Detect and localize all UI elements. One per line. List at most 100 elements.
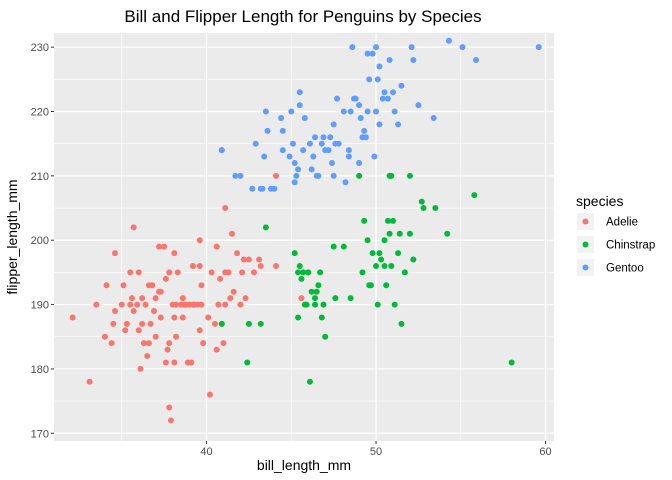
- legend-swatch-adelie: [582, 218, 589, 225]
- y-axis-ticks: 170 180 190 200 210 220 230: [31, 42, 54, 440]
- data-point-chinstrap: [361, 217, 368, 224]
- data-point-adelie: [86, 378, 93, 385]
- data-point-chinstrap: [356, 172, 363, 179]
- y-tick-label: 230: [31, 42, 49, 54]
- legend: species Adelie Chinstrap Gentoo: [576, 193, 655, 276]
- data-point-chinstrap: [300, 269, 307, 276]
- data-point-gentoo: [364, 50, 371, 57]
- data-point-chinstrap: [218, 320, 225, 327]
- data-point-gentoo: [373, 44, 380, 51]
- data-point-adelie: [212, 320, 219, 327]
- data-point-adelie: [222, 301, 229, 308]
- data-point-gentoo: [310, 153, 317, 160]
- data-point-adelie: [251, 269, 257, 276]
- data-point-chinstrap: [317, 269, 324, 276]
- data-point-adelie: [151, 308, 157, 315]
- data-point-gentoo: [312, 134, 319, 141]
- data-point-adelie: [156, 243, 163, 250]
- data-point-chinstrap: [398, 320, 405, 327]
- data-point-adelie: [112, 308, 119, 315]
- data-point-gentoo: [293, 172, 300, 179]
- data-point-chinstrap: [257, 320, 264, 327]
- data-point-chinstrap: [244, 359, 251, 366]
- data-point-gentoo: [379, 95, 386, 102]
- data-point-adelie: [196, 237, 203, 244]
- data-point-adelie: [257, 262, 264, 269]
- data-point-adelie: [228, 230, 235, 237]
- y-tick-label: 210: [31, 171, 49, 183]
- data-point-gentoo: [301, 114, 308, 121]
- data-point-chinstrap: [406, 230, 413, 237]
- data-point-chinstrap: [369, 250, 376, 257]
- data-point-adelie: [93, 301, 100, 308]
- data-point-chinstrap: [312, 301, 319, 308]
- data-point-gentoo: [357, 114, 364, 121]
- data-point-chinstrap: [444, 230, 451, 237]
- data-point-adelie: [152, 333, 159, 340]
- data-point-gentoo: [320, 134, 327, 141]
- data-point-adelie: [189, 262, 196, 269]
- data-point-adelie: [130, 224, 137, 231]
- data-point-gentoo: [371, 153, 378, 160]
- data-point-adelie: [179, 295, 186, 302]
- data-point-gentoo: [295, 166, 302, 173]
- data-point-adelie: [227, 295, 234, 302]
- data-point-chinstrap: [318, 314, 325, 321]
- data-point-adelie: [217, 275, 224, 282]
- data-point-chinstrap: [330, 243, 337, 250]
- data-point-adelie: [145, 340, 152, 347]
- data-point-gentoo: [366, 76, 373, 83]
- data-point-chinstrap: [373, 262, 380, 269]
- data-point-chinstrap: [347, 295, 354, 302]
- data-point-gentoo: [327, 134, 334, 141]
- data-point-adelie: [108, 340, 115, 347]
- data-point-adelie: [140, 340, 147, 347]
- data-point-adelie: [298, 295, 305, 302]
- data-point-gentoo: [398, 82, 405, 89]
- data-point-adelie: [222, 205, 229, 212]
- data-point-adelie: [188, 359, 195, 366]
- data-point-adelie: [198, 282, 205, 289]
- data-point-gentoo: [288, 108, 295, 115]
- data-point-chinstrap: [378, 256, 385, 263]
- data-point-adelie: [213, 243, 220, 250]
- data-point-adelie: [110, 320, 117, 327]
- data-point-chinstrap: [383, 282, 390, 289]
- data-point-adelie: [161, 243, 168, 250]
- data-point-chinstrap: [376, 250, 383, 257]
- data-point-adelie: [166, 340, 173, 347]
- data-point-adelie: [273, 262, 280, 269]
- data-point-gentoo: [296, 102, 303, 109]
- y-tick-label: 180: [31, 364, 49, 376]
- data-point-gentoo: [430, 114, 437, 121]
- data-point-chinstrap: [332, 295, 339, 302]
- major-grid: [54, 33, 554, 441]
- data-point-adelie: [220, 340, 227, 347]
- data-point-adelie: [103, 282, 110, 289]
- x-axis-title: bill_length_mm: [257, 457, 351, 473]
- data-point-adelie: [196, 262, 203, 269]
- data-point-gentoo: [335, 140, 342, 147]
- data-point-gentoo: [237, 172, 244, 179]
- data-point-adelie: [173, 333, 180, 340]
- data-point-adelie: [112, 250, 119, 257]
- data-point-chinstrap: [313, 288, 320, 295]
- data-point-gentoo: [389, 89, 396, 96]
- data-point-chinstrap: [305, 269, 312, 276]
- data-point-gentoo: [300, 147, 307, 154]
- x-tick-label: 40: [200, 446, 212, 458]
- data-point-adelie: [142, 301, 149, 308]
- data-point-chinstrap: [386, 172, 393, 179]
- data-point-adelie: [245, 256, 252, 263]
- data-point-adelie: [273, 172, 280, 179]
- data-point-chinstrap: [291, 250, 298, 257]
- legend-title: species: [576, 193, 623, 209]
- data-point-gentoo: [286, 153, 293, 160]
- data-point-adelie: [208, 269, 215, 276]
- data-point-gentoo: [373, 108, 380, 115]
- data-point-adelie: [213, 346, 220, 353]
- data-point-gentoo: [340, 108, 347, 115]
- data-point-chinstrap: [432, 205, 439, 212]
- data-point-gentoo: [308, 166, 315, 173]
- data-point-adelie: [256, 256, 263, 263]
